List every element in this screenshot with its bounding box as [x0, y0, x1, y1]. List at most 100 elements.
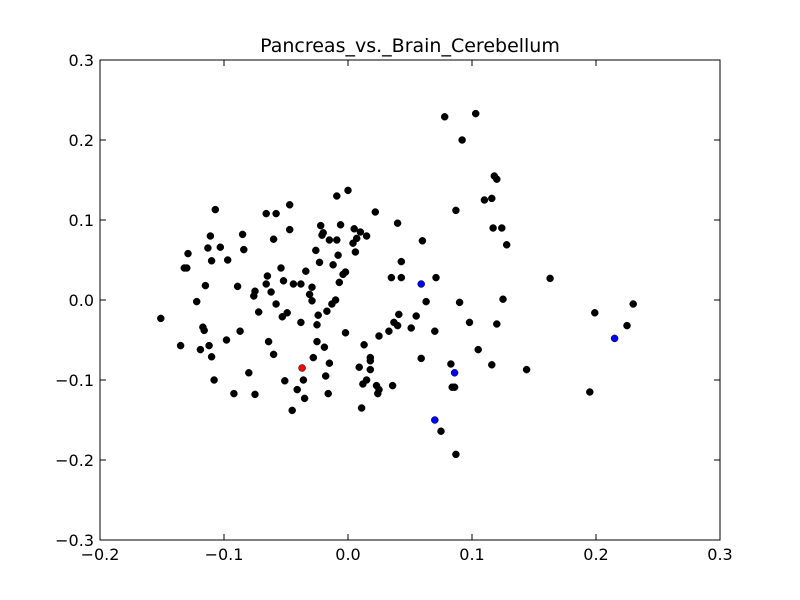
x-tick-label: −0.2	[81, 545, 120, 564]
data-point	[305, 290, 314, 299]
data-point	[299, 376, 308, 384]
data-point	[356, 228, 365, 236]
data-point	[336, 221, 345, 229]
data-point	[206, 232, 215, 240]
data-point	[334, 251, 342, 259]
data-point	[200, 326, 208, 335]
data-point	[262, 280, 270, 288]
data-point	[223, 256, 232, 264]
data-point	[357, 404, 366, 412]
data-point	[176, 341, 185, 350]
data-point	[230, 389, 238, 398]
data-point	[222, 336, 231, 344]
data-point	[371, 208, 380, 216]
chart-title: Pancreas_vs._Brain_Cerebellum	[260, 35, 560, 57]
data-point	[333, 236, 341, 244]
data-point	[240, 245, 248, 254]
x-tick-label: 0.1	[459, 545, 484, 564]
data-point	[397, 257, 406, 266]
data-point	[251, 287, 259, 295]
data-point	[488, 194, 496, 203]
data-point	[465, 318, 474, 327]
data-point	[499, 295, 507, 303]
data-point	[314, 311, 322, 319]
data-point	[629, 300, 637, 308]
data-point	[272, 300, 280, 308]
data-point	[412, 312, 420, 320]
data-point	[279, 277, 288, 285]
data-point	[321, 372, 330, 380]
data-point	[375, 332, 383, 340]
data-point	[263, 272, 272, 280]
data-point	[297, 280, 305, 288]
data-point	[319, 229, 327, 237]
data-point	[360, 341, 368, 349]
y-tick-label: 0.1	[69, 211, 94, 230]
data-point	[289, 280, 298, 288]
data-point	[366, 357, 375, 365]
data-point	[262, 209, 270, 218]
data-point	[238, 230, 247, 239]
x-tick-label: 0.3	[707, 545, 732, 564]
data-point	[591, 309, 599, 317]
data-point	[341, 329, 350, 337]
data-point	[452, 450, 460, 459]
data-point	[309, 353, 318, 362]
data-point	[586, 388, 594, 396]
data-point	[324, 389, 332, 398]
data-point	[335, 278, 344, 287]
data-point	[489, 224, 497, 232]
data-point	[623, 321, 631, 330]
data-point	[281, 377, 289, 385]
data-point	[325, 359, 334, 367]
data-point	[210, 376, 218, 384]
data-point	[352, 234, 361, 243]
data-point	[298, 364, 306, 372]
y-tick-label: 0.0	[69, 291, 94, 310]
data-point	[351, 248, 360, 256]
data-point	[269, 350, 278, 359]
data-point	[315, 258, 324, 267]
data-point	[323, 307, 331, 315]
data-point	[432, 273, 440, 282]
data-point	[437, 427, 445, 435]
data-point	[452, 206, 460, 215]
data-point	[440, 113, 449, 121]
data-point	[300, 394, 309, 403]
data-point	[331, 296, 340, 304]
data-point	[522, 365, 531, 374]
data-point	[325, 236, 334, 244]
data-point	[308, 297, 316, 305]
data-point	[267, 288, 275, 296]
data-point	[450, 383, 459, 391]
y-tick-label: 0.2	[69, 131, 94, 150]
data-point	[502, 241, 511, 249]
data-point	[205, 341, 213, 350]
data-point	[329, 261, 337, 269]
y-tick-label: −0.2	[55, 451, 94, 470]
y-tick-label: −0.1	[55, 371, 94, 390]
data-point	[395, 310, 403, 319]
data-point	[313, 321, 321, 329]
ticks-layer: −0.2 −0.1 0.0 0.1 0.2 0.3−0.3−0.2−0.10.00.10.…	[55, 51, 733, 564]
data-point	[397, 273, 406, 282]
data-point	[480, 196, 489, 204]
data-point	[277, 264, 285, 272]
data-point	[417, 354, 425, 363]
data-point	[366, 365, 375, 374]
data-point	[196, 345, 205, 354]
data-point	[313, 337, 321, 346]
data-point	[283, 309, 291, 317]
data-point	[233, 282, 242, 291]
data-point	[285, 225, 294, 234]
x-tick-label: 0.0	[335, 545, 360, 564]
data-point	[308, 283, 316, 291]
data-point	[216, 243, 225, 251]
data-point	[184, 249, 192, 258]
data-point	[288, 406, 296, 415]
data-point	[393, 321, 402, 330]
points-layer	[157, 109, 637, 459]
